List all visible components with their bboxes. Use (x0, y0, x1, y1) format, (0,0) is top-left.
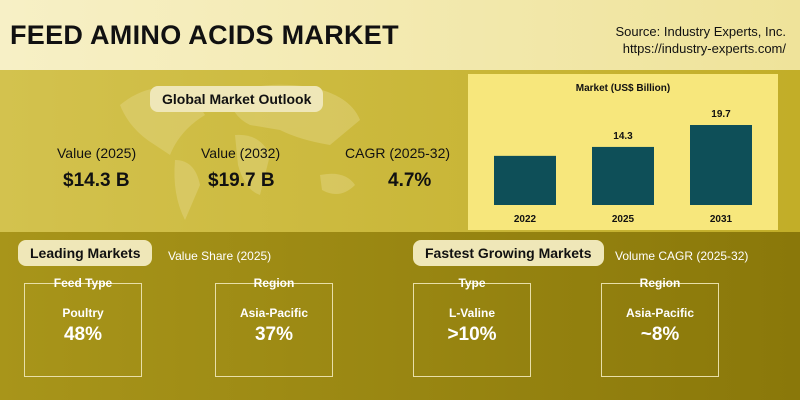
section-pill: Global Market Outlook (150, 86, 324, 112)
page-title: FEED AMINO ACIDS MARKET (10, 20, 399, 50)
section-subtitle: Volume CAGR (2025-32) (615, 249, 749, 263)
stat-value: $14.3 B (63, 170, 130, 191)
card: Feed Type Poultry 48% (24, 276, 142, 377)
stat-label: CAGR (2025-32) (345, 145, 451, 161)
card-label: Poultry (62, 306, 104, 320)
card-value: 37% (254, 324, 294, 345)
stat-value: $19.7 B (208, 170, 275, 191)
card-heading: Feed Type (53, 276, 113, 290)
x-tick-label: 2031 (710, 214, 733, 225)
card: Region Asia-Pacific ~8% (601, 276, 719, 377)
stat-label: Value (2025) (57, 145, 137, 161)
header-band (0, 0, 800, 70)
section-subtitle: Value Share (2025) (168, 249, 272, 263)
card-value: 48% (63, 324, 103, 345)
value-label: 19.7 (711, 109, 731, 120)
card: Type L-Valine >10% (413, 276, 531, 377)
bar (690, 125, 752, 205)
chart-title: Market (US$ Billion) (576, 83, 670, 94)
card-value: >10% (447, 324, 497, 345)
bar (592, 146, 654, 205)
bar-chart: Market (US$ Billion) 2022 14.3 2025 19.7 203… (468, 74, 778, 230)
card-heading: Type (458, 276, 486, 290)
card: Region Asia-Pacific 37% (215, 276, 333, 377)
x-tick-label: 2022 (514, 214, 537, 225)
stat-label: Value (2032) (201, 145, 281, 161)
value-label: 14.3 (613, 131, 633, 142)
section-pill: Fastest Growing Markets (413, 240, 604, 266)
x-tick-label: 2025 (612, 214, 635, 225)
source: Source: Industry Experts, Inc. (615, 24, 786, 39)
card-label: Asia-Pacific (625, 306, 695, 320)
stat-value: 4.7% (388, 170, 432, 191)
card-label: L-Valine (448, 306, 495, 320)
card-value: ~8% (640, 324, 680, 345)
card-heading: Region (639, 276, 681, 290)
card-heading: Region (253, 276, 295, 290)
card-label: Asia-Pacific (239, 306, 309, 320)
section-pill: Leading Markets (18, 240, 153, 266)
source-url: https://industry-experts.com/ (622, 41, 786, 56)
bar (494, 155, 556, 205)
